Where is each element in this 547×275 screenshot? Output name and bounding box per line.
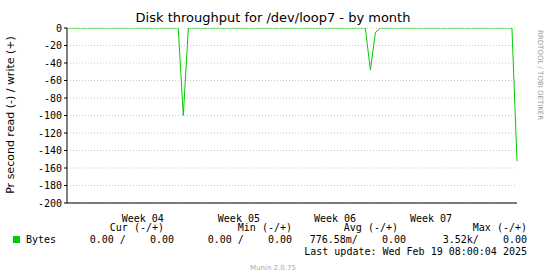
svg-text:Disk throughput for /dev/loop7: Disk throughput for /dev/loop7 - by mont… [136, 10, 411, 25]
svg-text:Max (-/+): Max (-/+) [473, 222, 527, 233]
svg-text:Last update: Wed Feb 19 08:00:: Last update: Wed Feb 19 08:00:04 2025 [304, 246, 527, 257]
svg-text:Munin 2.0.75: Munin 2.0.75 [250, 264, 296, 272]
svg-text:Week 07: Week 07 [410, 213, 452, 224]
svg-text:RRDTOOL / TOBI OETIKER: RRDTOOL / TOBI OETIKER [536, 30, 539, 120]
svg-text:-20: -20 [44, 40, 62, 51]
svg-text:-40: -40 [44, 58, 62, 69]
svg-text:Week 04: Week 04 [122, 213, 164, 224]
svg-text:0.00 / 0.00: 0.00 / 0.00 [90, 234, 174, 245]
svg-text:Week 05: Week 05 [218, 213, 260, 224]
svg-text:Pr second read (-) / write (+): Pr second read (-) / write (+) [8, 36, 17, 194]
svg-text:-80: -80 [44, 93, 62, 104]
svg-text:Avg (-/+): Avg (-/+) [344, 222, 398, 233]
svg-text:-200: -200 [38, 198, 62, 209]
svg-text:-160: -160 [38, 163, 62, 174]
svg-text:Min (-/+): Min (-/+) [238, 222, 292, 233]
svg-text:776.58m/ 0.00: 776.58m/ 0.00 [310, 234, 406, 245]
svg-text:Week 06: Week 06 [314, 213, 356, 224]
svg-text:0: 0 [56, 23, 62, 34]
svg-text:3.52k/ 0.00: 3.52k/ 0.00 [443, 234, 527, 245]
svg-text:-140: -140 [38, 145, 62, 156]
svg-text:-180: -180 [38, 180, 62, 191]
svg-text:-100: -100 [38, 110, 62, 121]
svg-text:Bytes: Bytes [26, 234, 56, 245]
svg-text:0.00 / 0.00: 0.00 / 0.00 [208, 234, 292, 245]
svg-text:-120: -120 [38, 128, 62, 139]
svg-text:Cur (-/+): Cur (-/+) [110, 222, 164, 233]
svg-text:-60: -60 [44, 75, 62, 86]
